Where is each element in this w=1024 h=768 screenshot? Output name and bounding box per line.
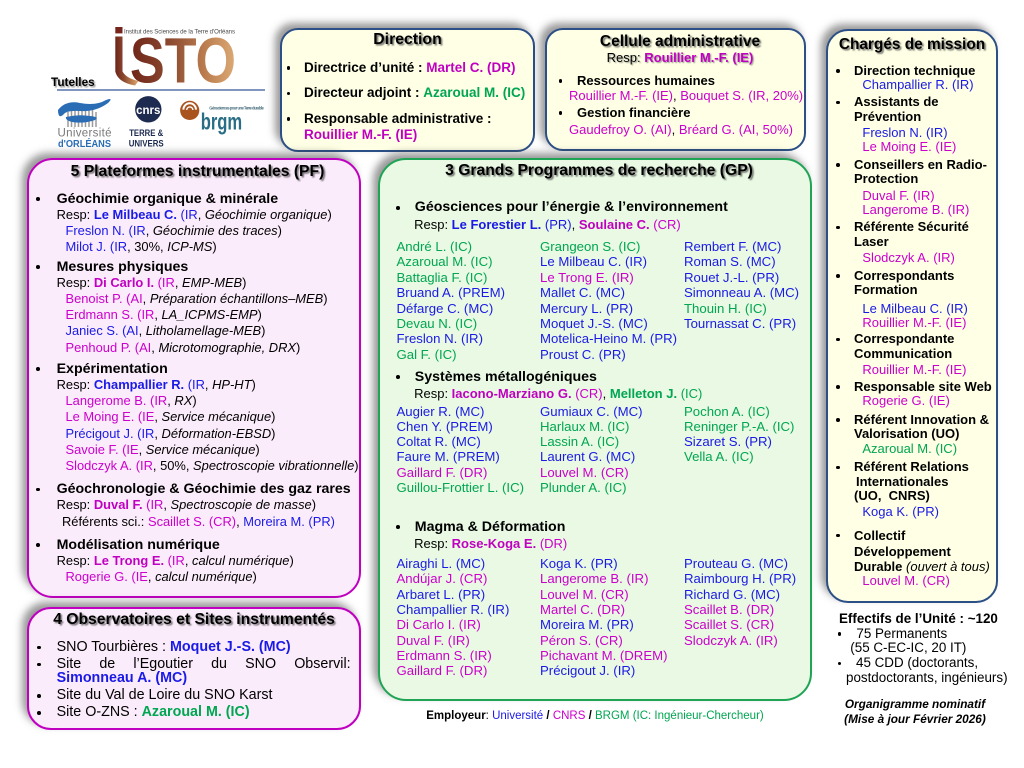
svg-text:Université: Université (58, 127, 112, 139)
svg-text:STO: STO (130, 25, 236, 91)
svg-text:cnrs: cnrs (136, 105, 160, 117)
svg-text:Géosciences pour une Terre dur: Géosciences pour une Terre durable (209, 105, 264, 110)
svg-text:UNIVERS: UNIVERS (129, 137, 164, 148)
svg-text:Institut des Sciences de la Te: Institut des Sciences de la Terre d'Orlé… (124, 28, 235, 35)
svg-text:TERRE &: TERRE & (129, 127, 163, 138)
svg-text:d'ORLÉANS: d'ORLÉANS (58, 137, 111, 148)
svg-text:brgm: brgm (201, 108, 243, 134)
